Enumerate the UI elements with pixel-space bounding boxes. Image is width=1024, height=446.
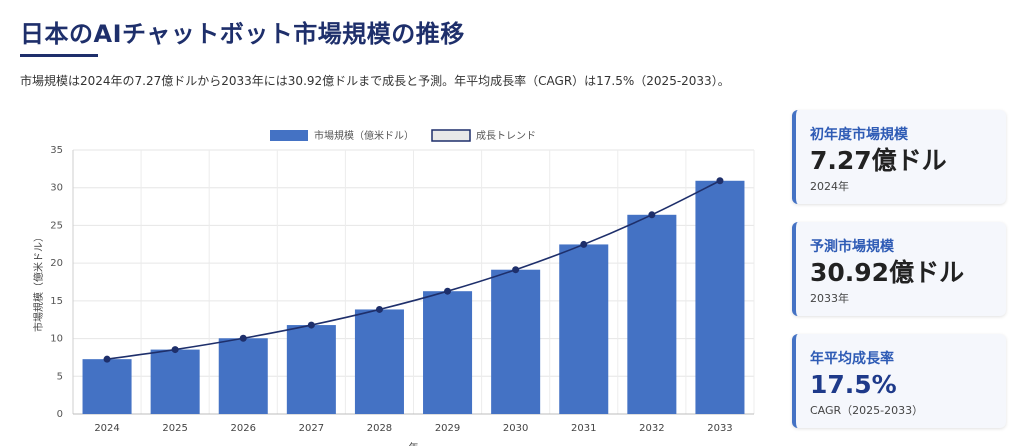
trend-point	[648, 211, 656, 219]
page-title: 日本のAIチャットボット市場規模の推移	[20, 20, 465, 48]
x-tick-label: 2027	[299, 423, 324, 434]
trend-point	[580, 240, 588, 248]
x-axis-label: 年	[409, 441, 419, 446]
y-tick-label: 5	[57, 371, 63, 382]
bar	[82, 359, 132, 414]
trend-point	[512, 266, 520, 274]
bar	[627, 214, 677, 414]
trend-point	[103, 355, 111, 363]
bar	[150, 349, 200, 414]
card-sub: 2024年	[810, 180, 849, 193]
trend-point	[716, 177, 724, 185]
y-tick-label: 15	[50, 296, 63, 307]
x-tick-label: 2025	[162, 423, 187, 434]
legend-label-trend: 成長トレンド	[476, 130, 536, 142]
bar	[695, 180, 745, 414]
y-tick-label: 30	[50, 183, 63, 194]
card-value: 7.27億ドル	[810, 146, 947, 175]
bar	[354, 309, 404, 414]
y-axis-label: 市場規模（億米ドル）	[32, 232, 45, 332]
y-tick-label: 0	[57, 409, 63, 420]
y-tick-label: 20	[50, 258, 63, 269]
card-label: 年平均成長率	[810, 351, 894, 367]
bar	[286, 325, 336, 414]
legend-label-bar: 市場規模（億米ドル）	[314, 129, 414, 142]
title-underline	[20, 54, 98, 57]
card-label: 初年度市場規模	[810, 127, 908, 143]
x-tick-label: 2033	[707, 423, 732, 434]
y-tick-label: 10	[50, 334, 63, 345]
card-value: 17.5%	[810, 370, 897, 399]
x-tick-label: 2024	[94, 423, 119, 434]
x-tick-label: 2032	[639, 423, 664, 434]
trend-point	[307, 321, 315, 329]
trend-point	[444, 287, 452, 295]
trend-point	[375, 305, 383, 313]
x-tick-label: 2031	[571, 423, 596, 434]
bar	[423, 291, 473, 414]
trend-point	[239, 334, 247, 342]
card-label: 予測市場規模	[810, 239, 894, 255]
legend-swatch-bar	[270, 130, 308, 141]
x-tick-label: 2030	[503, 423, 528, 434]
stat-card-initial: 初年度市場規模 7.27億ドル 2024年	[792, 110, 1006, 204]
bar	[491, 269, 541, 414]
chart-container: 0 5 10 15 20 25 30 35 2024 2025 2026 2027 2028 2029 20…	[20, 120, 780, 446]
card-value: 30.92億ドル	[810, 258, 965, 287]
legend-swatch-trend	[431, 129, 471, 142]
trend-point	[171, 346, 179, 354]
y-tick-label: 25	[50, 220, 63, 231]
x-tick-label: 2028	[367, 423, 392, 434]
bar	[559, 244, 609, 414]
trend-line	[106, 180, 721, 360]
x-tick-label: 2029	[435, 423, 460, 434]
card-sub: 2033年	[810, 292, 849, 305]
stat-card-cagr: 年平均成長率 17.5% CAGR（2025-2033）	[792, 334, 1006, 428]
y-tick-label: 35	[50, 145, 63, 156]
stat-card-forecast: 予測市場規模 30.92億ドル 2033年	[792, 222, 1006, 316]
bar	[218, 338, 268, 414]
x-tick-label: 2026	[231, 423, 256, 434]
page-subtitle: 市場規模は2024年の7.27億ドルから2033年には30.92億ドルまで成長と…	[20, 74, 730, 88]
card-sub: CAGR（2025-2033）	[810, 404, 924, 417]
